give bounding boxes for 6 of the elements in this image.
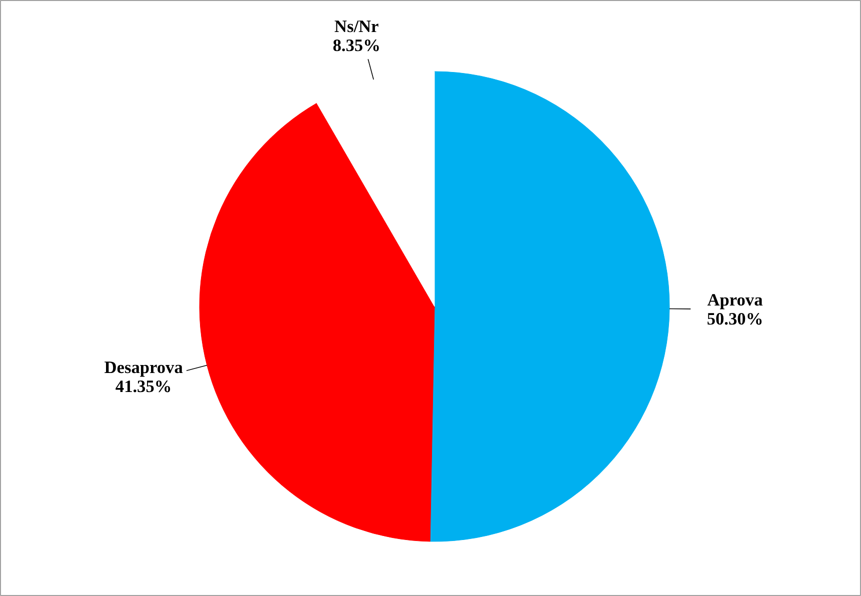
slice-label: Aprova xyxy=(707,290,764,310)
data-label: 50.30% xyxy=(706,310,764,329)
slice-label: Ns/Nr xyxy=(334,17,380,36)
data-label: 41.35% xyxy=(115,377,172,396)
data-label: 8.35% xyxy=(332,36,380,56)
slice-label: Desaprova xyxy=(104,358,184,378)
